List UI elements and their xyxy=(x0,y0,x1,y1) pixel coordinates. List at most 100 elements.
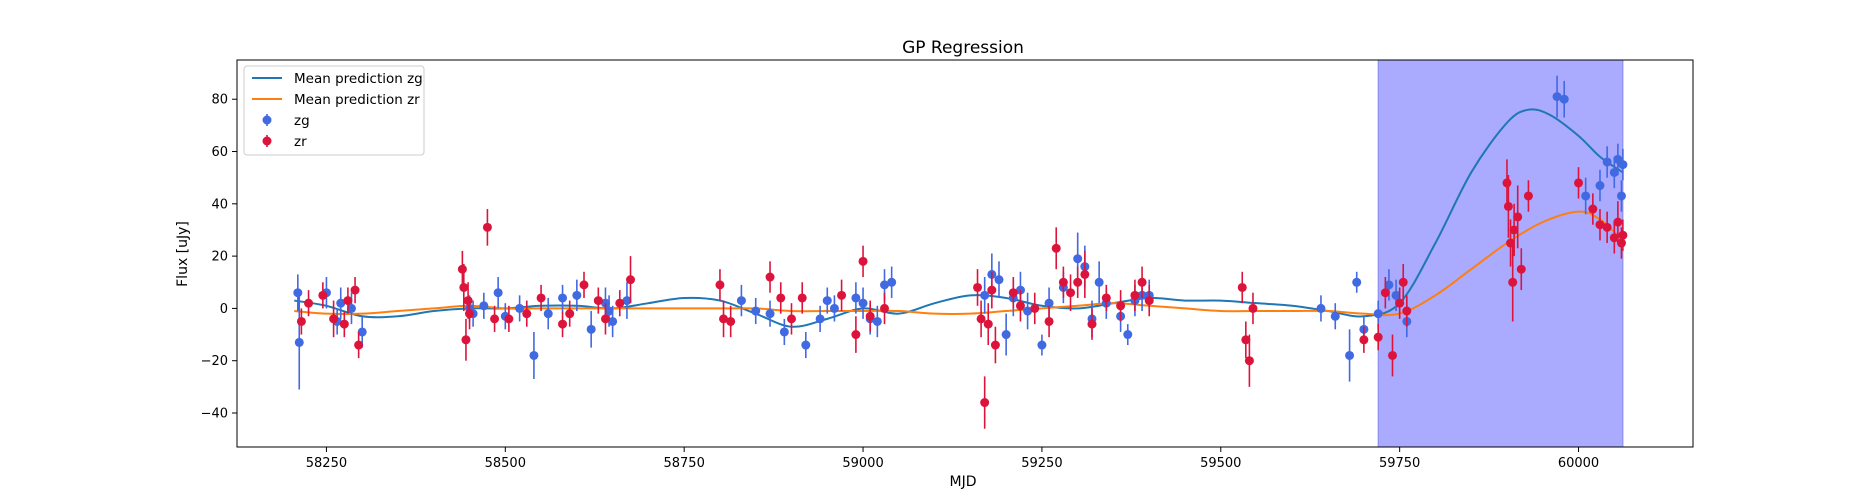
plot-frame xyxy=(236,59,1694,448)
data-point-zr xyxy=(318,290,328,300)
data-point-zg xyxy=(1616,191,1626,201)
data-point-zg xyxy=(1345,350,1355,360)
data-point-zr xyxy=(1616,238,1626,248)
data-point-zg xyxy=(608,316,618,326)
data-point-zg xyxy=(1373,309,1383,319)
data-point-zg xyxy=(1602,157,1612,167)
data-point-zr xyxy=(490,314,500,324)
data-point-zg xyxy=(543,309,553,319)
plot-area: 58250 58500 58750 59000 59250 59500 59750 60000… xyxy=(201,59,1694,471)
data-point-zr xyxy=(1574,178,1584,188)
x-tick-label: 59000 xyxy=(842,456,883,471)
data-point-zr xyxy=(1066,288,1076,298)
data-point-zr xyxy=(1116,301,1126,311)
data-point-zr xyxy=(558,319,568,329)
legend-marker-icon xyxy=(262,115,272,125)
data-point-zr xyxy=(600,314,610,324)
data-point-zr xyxy=(457,264,467,274)
data-point-zr xyxy=(461,335,471,345)
data-point-zr xyxy=(786,314,796,324)
data-point-zg xyxy=(815,314,825,324)
data-point-zr xyxy=(593,296,603,306)
legend-label: zg xyxy=(294,113,310,129)
data-point-zr xyxy=(1144,296,1154,306)
data-point-zr xyxy=(1359,335,1369,345)
x-tick-label: 59750 xyxy=(1379,456,1420,471)
data-point-zr xyxy=(1588,204,1598,214)
data-point-zr xyxy=(465,309,475,319)
data-point-zg xyxy=(736,296,746,306)
data-point-zr xyxy=(1508,277,1518,287)
data-point-zr xyxy=(1073,277,1083,287)
data-point-zg xyxy=(1552,92,1562,102)
data-point-zg xyxy=(1044,298,1054,308)
data-point-zr xyxy=(851,330,861,340)
data-point-zg xyxy=(779,327,789,337)
data-point-zg xyxy=(294,337,304,347)
data-point-zr xyxy=(1058,277,1068,287)
data-point-zr xyxy=(1602,222,1612,232)
data-point-zg xyxy=(887,277,897,287)
data-point-zg xyxy=(1094,277,1104,287)
data-point-zg xyxy=(822,296,832,306)
data-point-zr xyxy=(1087,319,1097,329)
data-point-zr xyxy=(858,256,868,266)
data-point-zg xyxy=(1023,306,1033,316)
data-point-zr xyxy=(980,398,990,408)
data-point-zg xyxy=(493,288,503,298)
data-point-zr xyxy=(1244,356,1254,366)
data-point-zr xyxy=(329,314,339,324)
data-point-zr xyxy=(797,293,807,303)
data-point-zr xyxy=(459,282,469,292)
legend-box xyxy=(243,65,425,156)
legend-label: Mean prediction zg xyxy=(294,71,423,87)
data-point-zr xyxy=(1395,298,1405,308)
data-point-zg xyxy=(515,303,525,313)
data-point-zr xyxy=(1595,220,1605,230)
data-point-zr xyxy=(715,280,725,290)
data-point-zg xyxy=(293,288,303,298)
data-point-zr xyxy=(1618,230,1628,240)
data-point-zr xyxy=(615,298,625,308)
data-point-zr xyxy=(1609,233,1619,243)
data-layer xyxy=(293,75,1628,429)
y-tick-label: 0 xyxy=(220,302,228,317)
data-point-zg xyxy=(872,316,882,326)
x-axis-title: MJD xyxy=(950,474,977,490)
data-point-zr xyxy=(1398,277,1408,287)
data-point-zr xyxy=(776,293,786,303)
data-point-zg xyxy=(751,306,761,316)
x-tick-label: 58250 xyxy=(306,456,347,471)
data-point-zr xyxy=(1044,316,1054,326)
data-point-zr xyxy=(339,319,349,329)
data-point-zr xyxy=(719,314,729,324)
data-point-zg xyxy=(994,275,1004,285)
legend-label: Mean prediction zr xyxy=(294,92,420,108)
y-tick-label: 20 xyxy=(211,250,228,265)
data-point-zr xyxy=(1137,277,1147,287)
y-tick-label: −40 xyxy=(201,407,228,422)
data-point-zr xyxy=(296,316,306,326)
data-point-zr xyxy=(1248,303,1258,313)
data-point-zr xyxy=(973,282,983,292)
data-point-zr xyxy=(579,280,589,290)
data-point-zg xyxy=(765,309,775,319)
data-point-zr xyxy=(482,222,492,232)
data-point-zg xyxy=(1581,191,1591,201)
data-point-zg xyxy=(1595,181,1605,191)
data-point-zr xyxy=(1237,282,1247,292)
data-point-zr xyxy=(1051,243,1061,253)
y-axis-title: Flux [uJy] xyxy=(175,221,191,287)
data-point-zr xyxy=(536,293,546,303)
data-point-zg xyxy=(1123,330,1133,340)
data-point-zg xyxy=(529,350,539,360)
legend: Mean prediction zg Mean prediction zr zg zr xyxy=(243,65,425,156)
data-point-zr xyxy=(1030,303,1040,313)
data-point-zg xyxy=(1037,340,1047,350)
data-point-zr xyxy=(1516,264,1526,274)
data-point-zg xyxy=(801,340,811,350)
data-point-zr xyxy=(726,316,736,326)
data-point-zr xyxy=(626,275,636,285)
x-tick-label: 60000 xyxy=(1558,456,1599,471)
